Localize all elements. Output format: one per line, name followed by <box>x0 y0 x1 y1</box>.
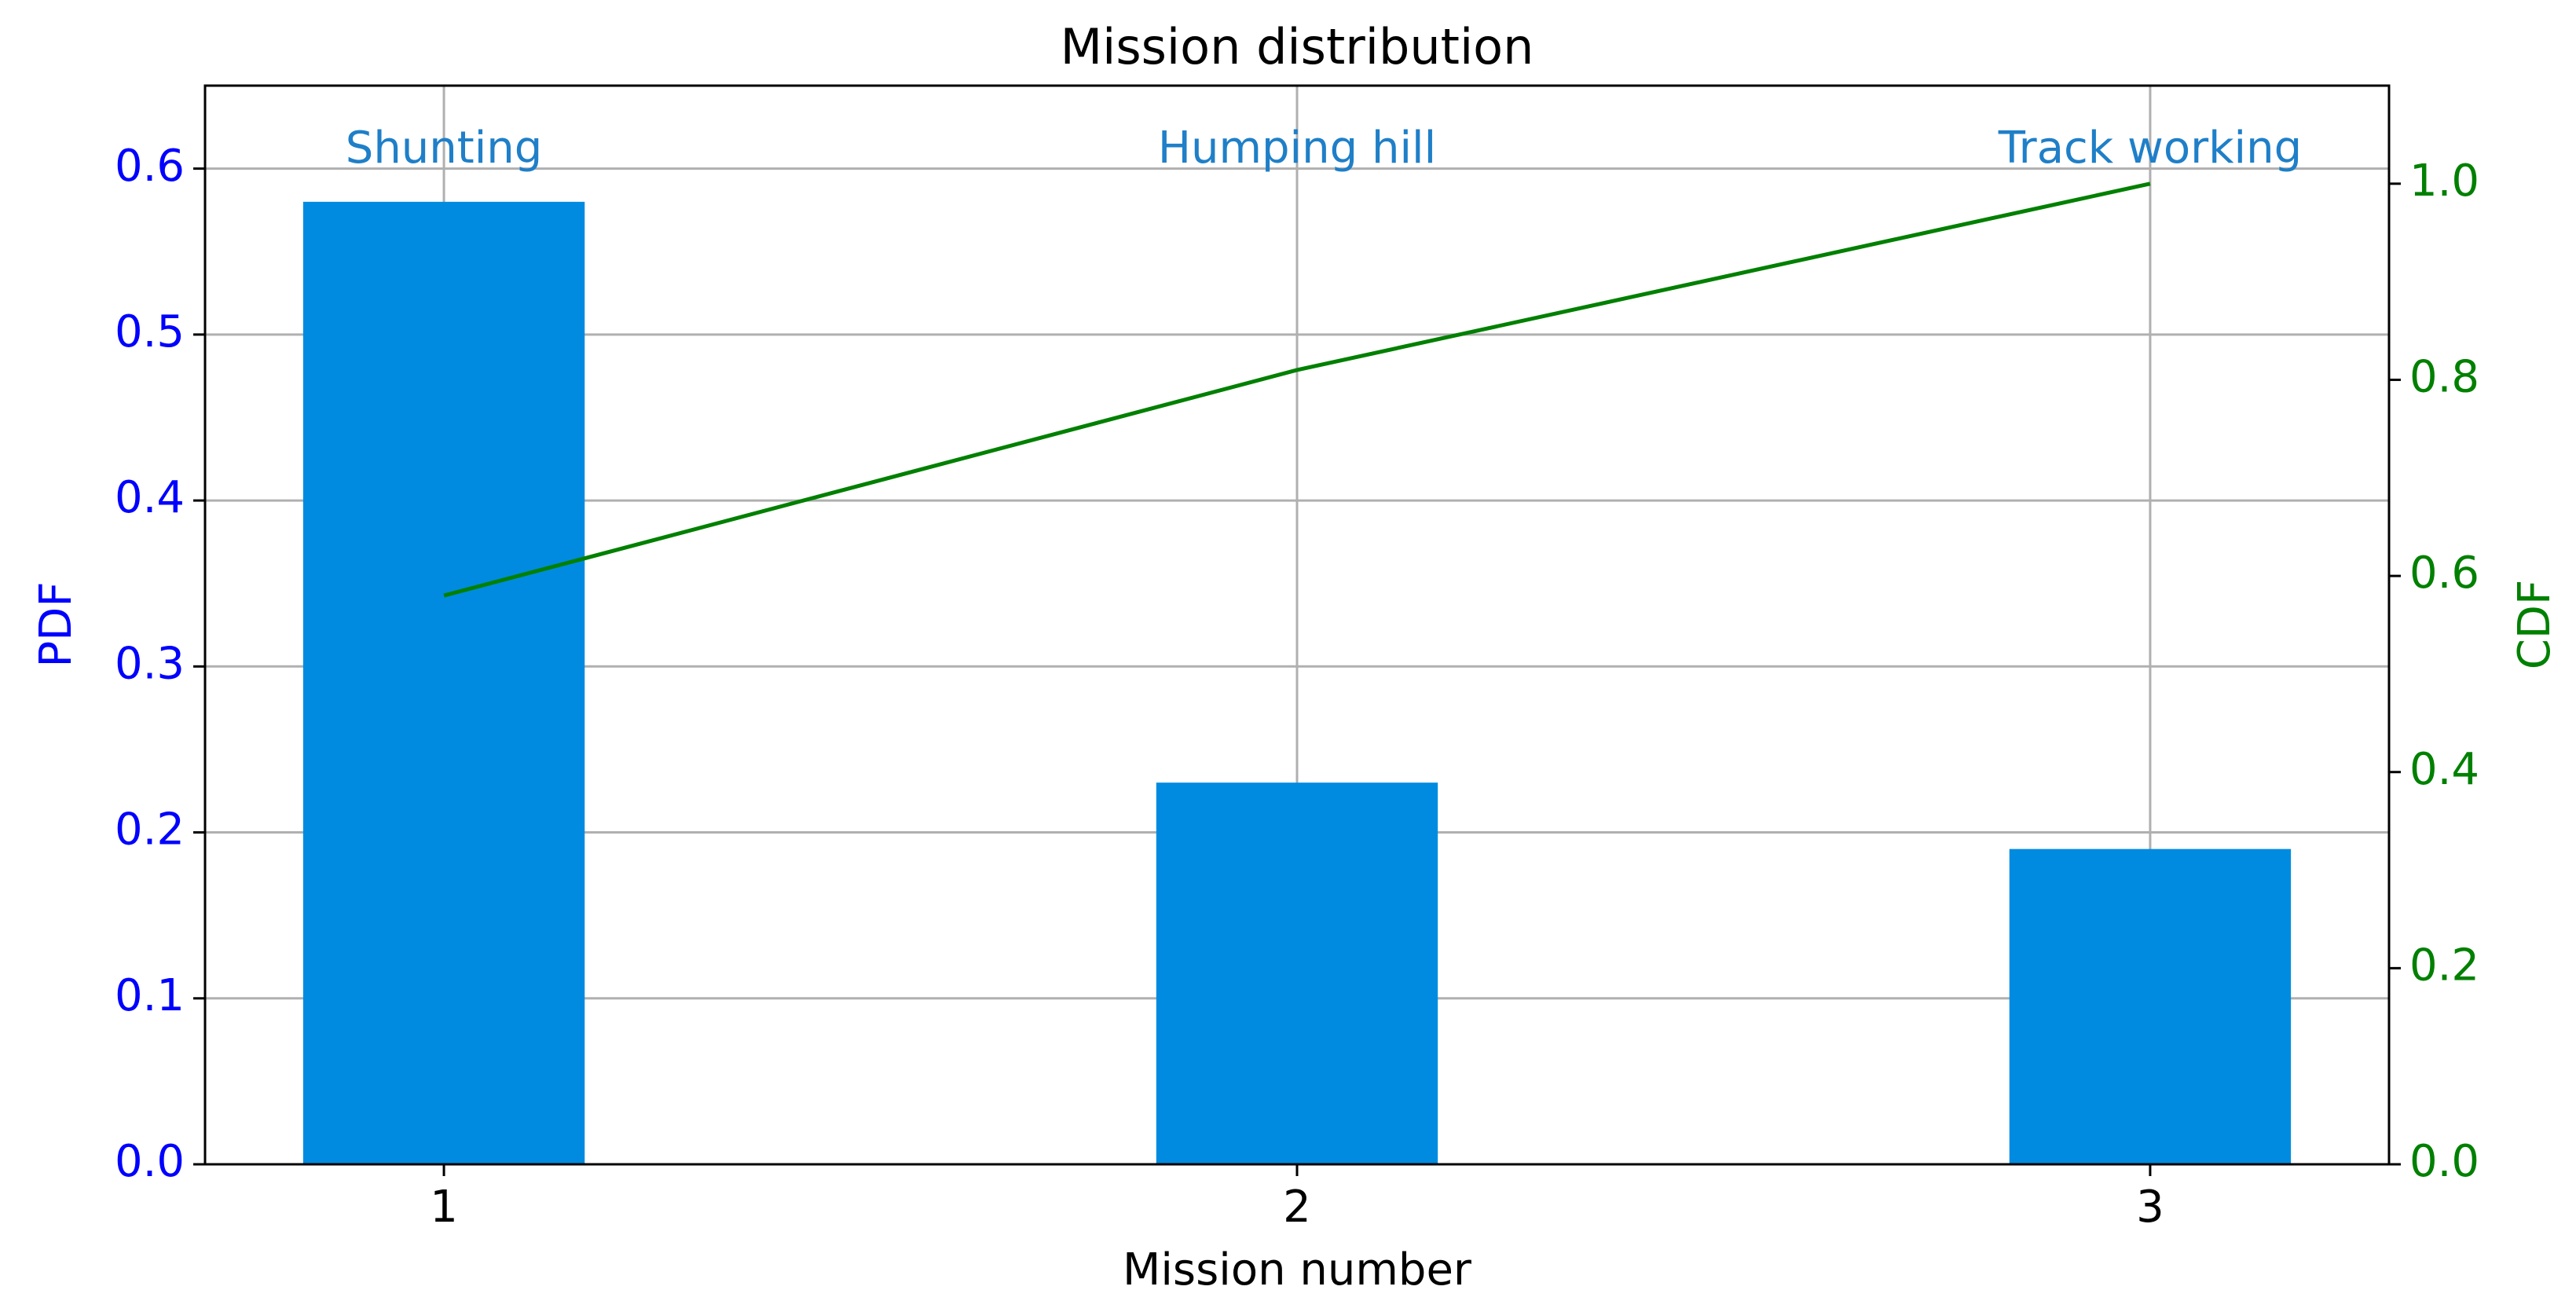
y-tick-label: 0.1 <box>115 970 185 1021</box>
x-tick-label: 3 <box>2136 1182 2164 1233</box>
y-tick-label: 0.0 <box>115 1136 185 1187</box>
y2-tick-label: 0.2 <box>2409 940 2479 991</box>
y2-tick-label: 1.0 <box>2409 156 2479 207</box>
y-tick-label: 0.4 <box>115 472 185 523</box>
y-tick-label: 0.3 <box>115 638 185 689</box>
y-tick-label: 0.2 <box>115 804 185 856</box>
y-axis-label: PDF <box>31 581 82 667</box>
y2-axis-label: CDF <box>2509 580 2560 669</box>
line <box>443 181 2151 598</box>
bar <box>2009 848 2292 1164</box>
y2-tick-label: 0.0 <box>2409 1136 2479 1187</box>
y2-tick-label: 0.8 <box>2409 352 2479 403</box>
bar <box>302 201 585 1164</box>
annotation: Track working <box>1998 123 2302 174</box>
annotation: Shunting <box>346 123 543 174</box>
y2-tick-label: 0.4 <box>2409 744 2479 795</box>
y2-tick-label: 0.6 <box>2409 548 2479 599</box>
chart-title: Mission distribution <box>1061 18 1534 75</box>
bar <box>1156 782 1438 1164</box>
x-axis-label: Mission number <box>1123 1244 1472 1296</box>
y-tick-label: 0.6 <box>115 141 185 192</box>
x-tick-label: 1 <box>430 1182 458 1233</box>
y-tick-label: 0.5 <box>115 306 185 357</box>
x-tick-label: 2 <box>1283 1182 1311 1233</box>
annotation: Humping hill <box>1158 123 1436 174</box>
